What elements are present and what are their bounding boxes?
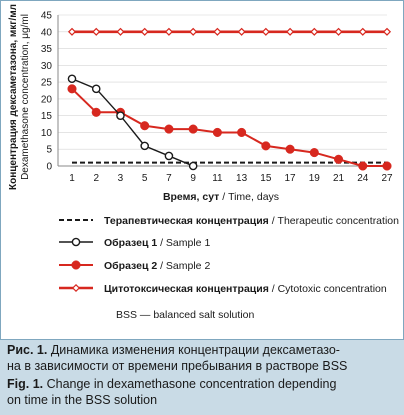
data-point-cytotoxic-6	[213, 27, 222, 36]
y-tick-label-9: 45	[41, 11, 53, 22]
y-tick-label-2: 10	[41, 128, 53, 139]
x-tick-label-11: 21	[333, 173, 345, 184]
x-tick-label-0: 1	[69, 173, 75, 184]
x-tick-label-7: 13	[236, 173, 248, 184]
x-tick-labels: 1 2 3 5 7 9 11 13 15 17 19 21 24 27	[69, 173, 393, 184]
data-point-sample1-4	[164, 151, 174, 161]
caption-ru: Рис. 1. Динамика изменения концентрации …	[7, 343, 397, 359]
series-line-sample1	[71, 78, 194, 167]
data-point-cytotoxic-0	[67, 27, 77, 36]
y-tick-label-0: 0	[46, 162, 52, 173]
data-point-sample1-3	[140, 141, 149, 151]
data-point-cytotoxic-5	[189, 27, 198, 36]
y-tick-label-3: 15	[41, 111, 53, 122]
data-point-sample2-9	[285, 144, 295, 154]
data-point-cytotoxic-2	[116, 27, 125, 36]
y-tick-label-7: 35	[41, 44, 53, 55]
legend-item-therapeutic: Терапевтическая концентрация / Therapeut…	[59, 215, 399, 227]
legend-item-sample2: Образец 2 / Sample 2	[59, 260, 210, 272]
caption-en-cont: on time in the BSS solution	[7, 392, 158, 407]
data-point-sample2-1	[91, 107, 101, 117]
data-point-cytotoxic-4	[164, 27, 173, 36]
caption-en-line1: Change in dexamethasone concentration de…	[43, 377, 337, 392]
y-axis-label: Концентрация дексаметазона, мкг/мл Dexam…	[8, 4, 31, 190]
x-tick-label-4: 7	[166, 173, 172, 184]
y-tick-label-6: 30	[41, 61, 53, 72]
caption-ru-lead: Рис. 1.	[7, 343, 48, 357]
data-point-sample1-5	[188, 161, 198, 171]
legend-label-therapeutic: Терапевтическая концентрация / Therapeut…	[104, 215, 399, 227]
data-point-sample2-0	[67, 84, 77, 94]
data-point-sample1-2	[116, 111, 125, 120]
x-tick-label-9: 17	[285, 173, 297, 184]
data-point-sample1-0	[67, 74, 77, 84]
y-axis-label-en: Dexamethasone concentration, μg/ml	[20, 14, 31, 180]
chart-axes	[57, 15, 387, 167]
legend-marker-sample2	[71, 260, 81, 270]
x-axis-label: Время, сут / Time, days	[163, 191, 279, 203]
data-point-sample2-12	[358, 161, 368, 171]
series-sample1	[67, 74, 198, 171]
data-point-cytotoxic-12	[358, 27, 367, 36]
y-tick-label-4: 20	[41, 94, 53, 105]
data-point-sample2-6	[212, 127, 222, 137]
data-point-sample2-3	[140, 121, 150, 131]
data-point-sample2-10	[309, 148, 319, 158]
caption-ru-cont: на в зависимости от времени пребывания в…	[7, 358, 348, 373]
legend-label-sample1: Образец 1 / Sample 1	[104, 237, 210, 249]
data-point-sample2-7	[237, 127, 247, 137]
data-point-cytotoxic-11	[334, 27, 343, 36]
y-axis-label-ru: Концентрация дексаметазона, мкг/мл	[8, 4, 19, 190]
data-point-cytotoxic-13	[382, 27, 392, 36]
legend-item-cytotoxic: Цитотоксическая концентрация / Cytotoxic…	[59, 283, 387, 295]
data-point-cytotoxic-8	[261, 27, 270, 36]
x-tick-label-6: 11	[212, 173, 223, 184]
legend-label-cytotoxic: Цитотоксическая концентрация / Cytotoxic…	[104, 283, 387, 295]
x-tick-label-12: 24	[357, 173, 369, 184]
chart-grid	[58, 14, 387, 150]
data-point-sample2-8	[261, 141, 271, 151]
chart-series	[67, 27, 392, 171]
x-tick-label-8: 15	[260, 173, 272, 184]
series-cytotoxic	[67, 27, 392, 36]
y-tick-label-1: 5	[46, 145, 52, 156]
legend: Терапевтическая концентрация / Therapeut…	[59, 215, 399, 295]
figure-caption: Рис. 1. Динамика изменения концентрации …	[0, 340, 404, 415]
y-tick-label-8: 40	[41, 27, 53, 38]
abbreviation-note: BSS — balanced salt solution	[116, 309, 254, 321]
x-tick-label-10: 19	[309, 173, 321, 184]
legend-label-sample2: Образец 2 / Sample 2	[104, 260, 210, 272]
caption-en: Fig. 1. Change in dexamethasone concentr…	[7, 377, 397, 393]
data-point-cytotoxic-3	[140, 27, 149, 36]
series-line-sample2	[71, 88, 387, 167]
data-point-sample1-1	[91, 84, 101, 94]
data-point-cytotoxic-10	[310, 27, 319, 36]
x-tick-label-2: 3	[118, 173, 124, 184]
data-point-cytotoxic-7	[237, 27, 246, 36]
chart-panel: 0 5 10 15 20 25 30 35 40 45 1 2 3 5 7 9 11 13 15 17 19 21 24 2…	[0, 0, 404, 340]
data-point-cytotoxic-1	[92, 27, 101, 36]
legend-marker-cytotoxic	[71, 283, 81, 293]
legend-item-sample1: Образец 1 / Sample 1	[59, 237, 210, 249]
x-tick-label-5: 9	[190, 173, 196, 184]
y-tick-label-5: 25	[41, 78, 53, 89]
data-point-sample2-5	[188, 124, 198, 134]
data-point-sample2-4	[164, 124, 174, 134]
legend-marker-sample1	[71, 237, 81, 247]
data-point-sample2-11	[333, 154, 344, 164]
caption-ru-line1: Динамика изменения концентрации дексамет…	[47, 343, 340, 357]
data-point-sample2-13	[382, 161, 392, 171]
series-sample2	[67, 84, 392, 171]
caption-en-lead: Fig. 1.	[7, 377, 44, 392]
x-tick-label-3: 5	[142, 173, 148, 184]
x-tick-label-13: 27	[381, 173, 393, 184]
x-tick-label-1: 2	[93, 173, 99, 184]
data-point-cytotoxic-9	[286, 27, 295, 36]
y-tick-labels: 0 5 10 15 20 25 30 35 40 45	[41, 11, 53, 173]
